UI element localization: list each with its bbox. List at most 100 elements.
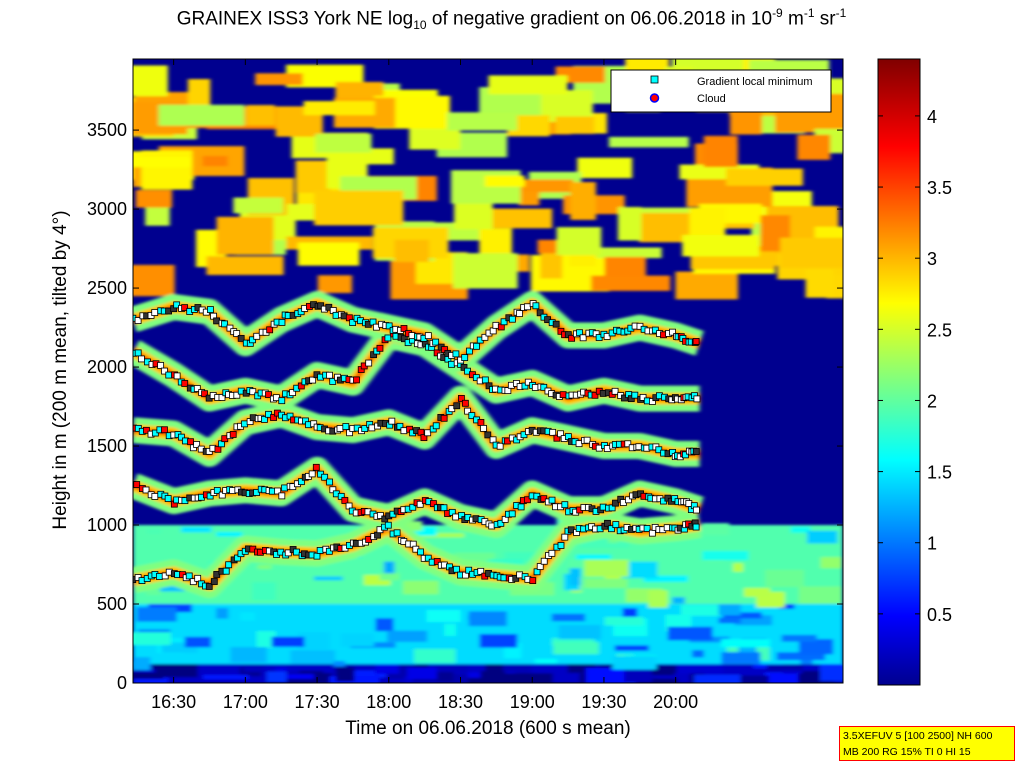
gradient-marker [181, 380, 189, 387]
heat-texture [569, 568, 581, 586]
heat-texture [413, 648, 456, 664]
gradient-marker [524, 496, 531, 504]
gradient-marker [466, 347, 473, 355]
gradient-marker [627, 395, 635, 403]
legend: Gradient local minimum Cloud [610, 69, 832, 113]
heat-texture [820, 557, 842, 569]
y-axis: 0 500 1000 1500 2000 2500 3000 3500 [87, 120, 843, 693]
gradient-marker [516, 310, 523, 317]
gradient-marker [508, 510, 516, 518]
heat-texture [431, 661, 469, 673]
heat-blob [484, 175, 525, 187]
heat-texture [534, 658, 558, 664]
heat-texture [336, 667, 355, 682]
colorbar-tick-label: 2.5 [927, 320, 952, 340]
heat-texture [776, 652, 826, 661]
gradient-marker [553, 434, 561, 442]
gradient-marker [165, 371, 173, 379]
gradient-marker [464, 367, 471, 375]
heat-texture [680, 604, 728, 616]
x-tick-label: 18:00 [366, 692, 411, 712]
gradient-marker [417, 548, 424, 556]
heat-texture [181, 526, 212, 533]
gradient-marker [458, 395, 465, 402]
gradient-marker [193, 441, 201, 448]
heat-texture [420, 533, 465, 538]
gradient-marker [249, 336, 256, 344]
x-tick-label: 20:00 [653, 692, 698, 712]
chart-title: GRAINEX ISS3 York NE log10 of negative g… [176, 6, 847, 33]
gradient-marker [181, 304, 189, 312]
gradient-marker [278, 492, 286, 500]
gradient-marker [692, 448, 700, 455]
heat-texture [133, 632, 171, 646]
plot-frame [132, 58, 844, 684]
gradient-marker [376, 344, 384, 352]
gradient-marker [603, 333, 611, 340]
x-tick-label: 18:30 [438, 692, 483, 712]
gradient-marker [336, 425, 344, 432]
x-tick-label: 19:00 [510, 692, 555, 712]
gradient-marker [281, 484, 289, 492]
gradient-marker [540, 557, 548, 565]
heat-blob [805, 269, 834, 298]
heat-blob [450, 170, 521, 204]
gradient-marker [151, 493, 159, 500]
gradient-marker [313, 552, 321, 560]
heat-texture [504, 673, 553, 683]
gradient-marker [365, 359, 373, 367]
heat-texture [718, 617, 741, 624]
x-tick-label: 19:30 [581, 692, 626, 712]
gradient-marker [561, 533, 569, 541]
gradient-marker [648, 529, 656, 537]
gradient-marker [621, 394, 628, 402]
heat-blob [255, 73, 303, 86]
heat-texture [375, 618, 394, 632]
gradient-marker [651, 326, 659, 334]
heat-blob [303, 101, 375, 116]
gradient-marker [393, 529, 401, 537]
heat-texture [252, 582, 276, 601]
y-tick-label: 1000 [87, 515, 127, 535]
gradient-marker [284, 549, 292, 557]
gradient-marker [349, 319, 357, 326]
gradient-marker [353, 376, 360, 384]
heat-texture [779, 599, 795, 609]
gradient-marker [326, 371, 333, 379]
gradient-marker [368, 424, 376, 432]
heat-blob [608, 136, 689, 148]
heat-texture [414, 526, 437, 536]
heat-texture [387, 630, 428, 642]
heat-blob [797, 134, 831, 160]
gradient-marker [424, 429, 432, 437]
colorbar-tick-label: 2 [927, 391, 937, 411]
heat-texture [701, 523, 730, 536]
heat-texture [768, 673, 810, 683]
x-tick-label: 16:30 [151, 692, 196, 712]
heat-texture [732, 563, 744, 572]
heat-texture [379, 573, 400, 581]
heat-texture [767, 664, 803, 671]
colorbar-tick-label: 1.5 [927, 463, 952, 483]
gradient-marker [225, 561, 233, 569]
gradient-marker [316, 547, 324, 554]
x-tick-label: 17:30 [295, 692, 340, 712]
gradient-marker [241, 420, 248, 428]
gradient-marker [489, 327, 497, 335]
gradient-marker [326, 478, 333, 486]
heat-texture [790, 526, 811, 533]
gradient-marker [289, 389, 296, 396]
heat-blob [617, 206, 642, 241]
heat-blob [556, 227, 602, 256]
heat-texture [694, 674, 741, 683]
gradient-marker [468, 412, 476, 420]
heat-texture [333, 661, 346, 667]
y-tick-label: 2000 [87, 357, 127, 377]
heat-blob [703, 135, 738, 168]
gradient-marker [440, 504, 448, 512]
heat-texture [383, 561, 395, 574]
gradient-marker [342, 423, 350, 430]
heat-blob [297, 242, 360, 266]
heat-blob [726, 168, 803, 186]
